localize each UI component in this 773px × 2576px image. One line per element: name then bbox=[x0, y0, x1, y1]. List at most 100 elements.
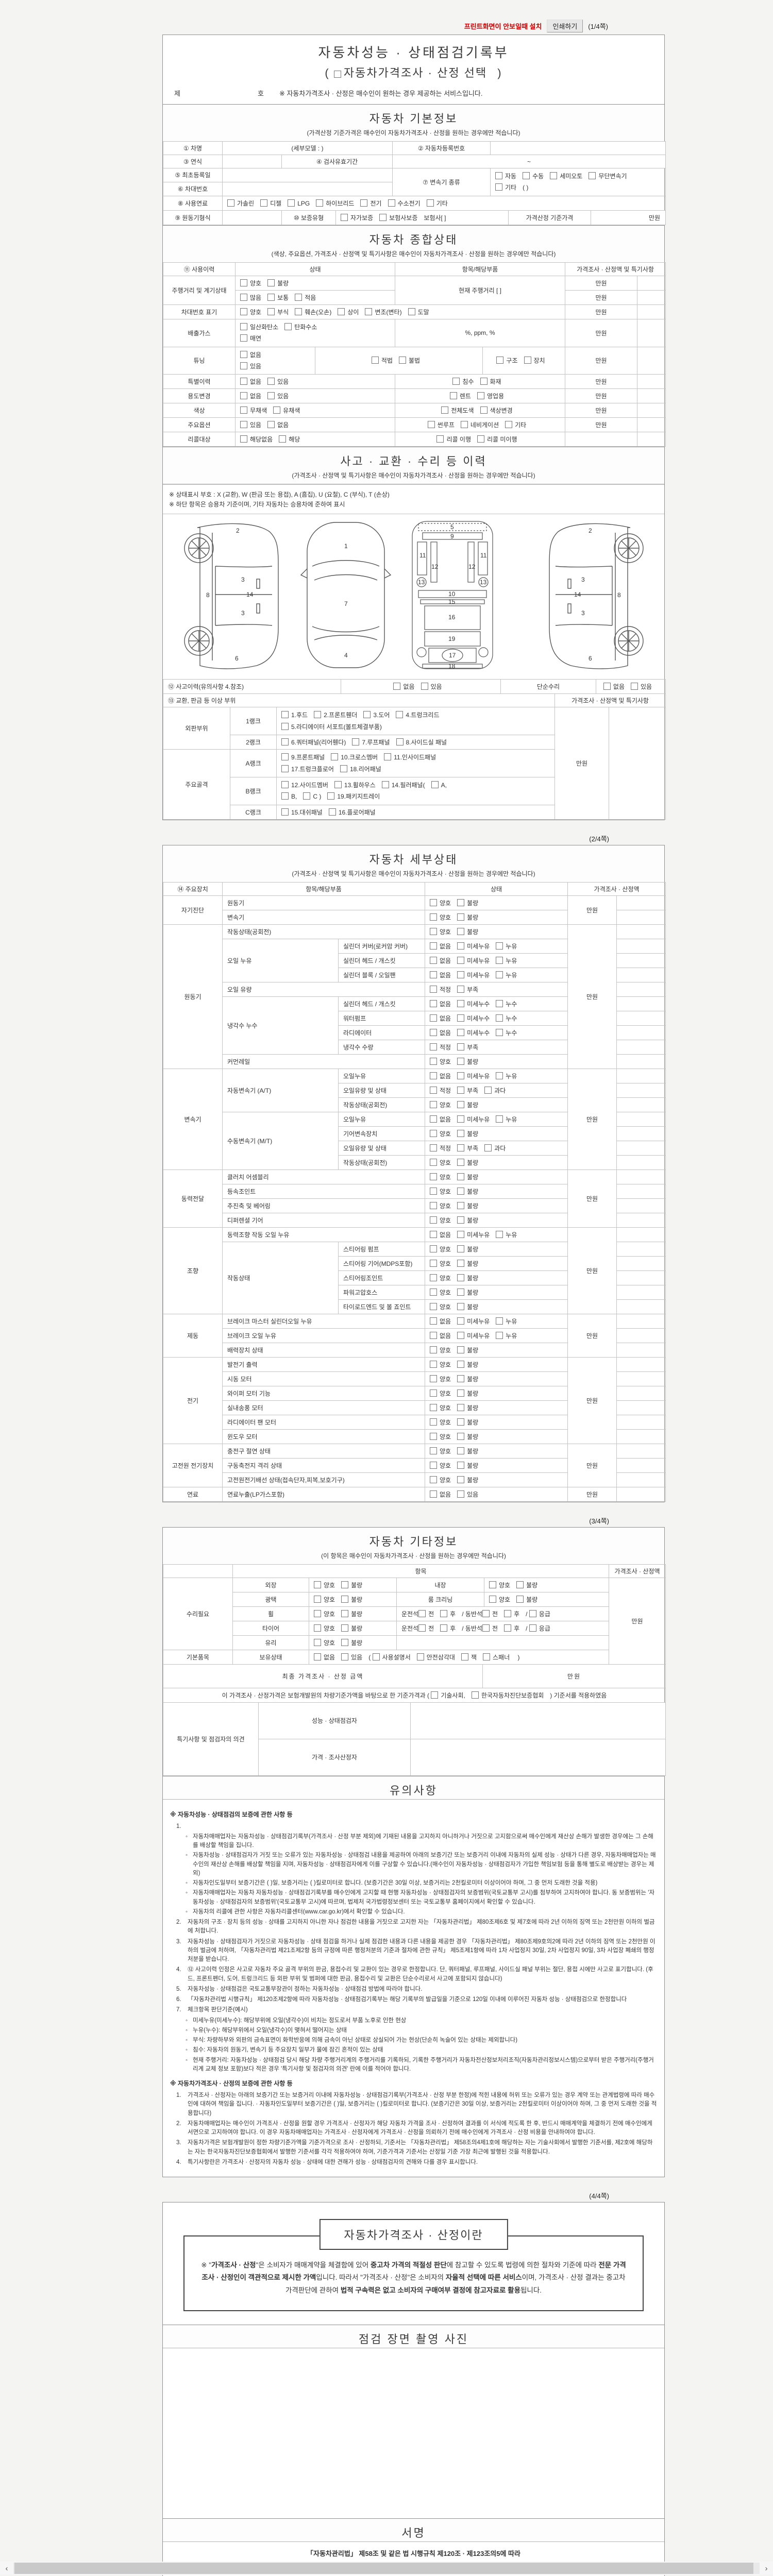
checkbox-icon[interactable] bbox=[273, 406, 281, 414]
checkbox-icon[interactable] bbox=[496, 999, 503, 1007]
checkbox-icon[interactable] bbox=[284, 323, 292, 330]
checkbox-option[interactable]: 누유 bbox=[496, 1317, 517, 1326]
checkbox-icon[interactable] bbox=[449, 392, 457, 400]
checkbox-icon[interactable] bbox=[430, 1274, 438, 1281]
checkbox-option[interactable]: 수동 bbox=[523, 171, 544, 181]
checkbox-icon[interactable] bbox=[461, 1653, 468, 1660]
checkbox-option[interactable]: 양호 bbox=[430, 1187, 451, 1196]
checkbox-option[interactable]: 불량 bbox=[457, 1288, 478, 1297]
checkbox-icon[interactable] bbox=[430, 1346, 438, 1353]
checkbox-icon[interactable] bbox=[457, 1259, 465, 1267]
checkbox-icon[interactable] bbox=[267, 308, 275, 315]
checkbox-option[interactable]: 불량 bbox=[457, 913, 478, 922]
checkbox-icon[interactable] bbox=[495, 172, 502, 179]
checkbox-option[interactable]: 양호 bbox=[430, 1432, 451, 1441]
checkbox-option[interactable]: 5.라디에이터 서포트(볼트체결부품) bbox=[281, 722, 382, 732]
checkbox-icon[interactable] bbox=[363, 711, 371, 719]
checkbox-option[interactable]: 후 bbox=[440, 1609, 456, 1618]
checkbox-option[interactable]: 불법 bbox=[399, 356, 420, 365]
checkbox-icon[interactable] bbox=[341, 1609, 349, 1617]
checkbox-icon[interactable] bbox=[430, 1375, 438, 1382]
checkbox-option[interactable]: 자동 bbox=[495, 171, 516, 181]
checkbox-icon[interactable] bbox=[341, 1581, 349, 1588]
checkbox-option[interactable]: 없음 bbox=[267, 420, 289, 429]
checkbox-icon[interactable] bbox=[240, 334, 247, 342]
checkbox-option[interactable]: 부식 bbox=[267, 308, 289, 316]
checkbox-icon[interactable] bbox=[328, 808, 336, 816]
checkbox-icon[interactable] bbox=[281, 753, 289, 761]
checkbox-option[interactable]: 양호 bbox=[240, 279, 261, 287]
checkbox-option[interactable]: 전 bbox=[482, 1624, 498, 1633]
checkbox-icon[interactable] bbox=[267, 293, 275, 301]
checkbox-option[interactable]: 해당없음 bbox=[240, 435, 273, 444]
checkbox-icon[interactable] bbox=[393, 683, 401, 690]
checkbox-icon[interactable] bbox=[379, 213, 387, 221]
checkbox-icon[interactable] bbox=[240, 362, 247, 369]
checkbox-icon[interactable] bbox=[352, 738, 360, 746]
checkbox-icon[interactable] bbox=[240, 378, 247, 385]
checkbox-option[interactable]: 불량 bbox=[267, 279, 289, 287]
checkbox-option[interactable]: 네비게이션 bbox=[460, 420, 499, 429]
checkbox-option[interactable]: 적정 bbox=[430, 1086, 451, 1095]
checkbox-icon[interactable] bbox=[504, 1609, 512, 1617]
checkbox-icon[interactable] bbox=[482, 1624, 490, 1632]
checkbox-option[interactable]: 미세누유 bbox=[457, 971, 490, 979]
checkbox-option[interactable]: 후 bbox=[440, 1624, 456, 1633]
checkbox-option[interactable]: 전 bbox=[418, 1609, 434, 1618]
checkbox-icon[interactable] bbox=[430, 1028, 438, 1036]
checkbox-option[interactable]: 장치 bbox=[524, 356, 545, 365]
checkbox-icon[interactable] bbox=[430, 927, 438, 935]
checkbox-icon[interactable] bbox=[430, 1129, 438, 1137]
checkbox-option[interactable]: 양호 bbox=[430, 1461, 451, 1470]
checkbox-option[interactable]: 불량 bbox=[516, 1581, 537, 1589]
checkbox-icon[interactable] bbox=[418, 1609, 426, 1617]
checkbox-icon[interactable] bbox=[457, 1375, 465, 1382]
scroll-right-arrow-icon[interactable]: › bbox=[765, 2564, 768, 2573]
checkbox-option[interactable]: 양호 bbox=[240, 308, 261, 316]
checkbox-icon[interactable] bbox=[480, 378, 488, 385]
checkbox-option[interactable]: 무채색 bbox=[240, 406, 267, 415]
input-cell[interactable]: 만원 bbox=[591, 210, 666, 225]
checkbox-icon[interactable] bbox=[516, 1595, 524, 1603]
checkbox-icon[interactable] bbox=[430, 1331, 438, 1339]
checkbox-option[interactable]: 양호 bbox=[430, 1346, 451, 1354]
checkbox-option[interactable]: 없음 bbox=[430, 1490, 451, 1499]
checkbox-option[interactable]: 썬루프 bbox=[427, 420, 455, 429]
input-cell[interactable] bbox=[222, 168, 393, 182]
checkbox-option[interactable]: 양호 bbox=[430, 1216, 451, 1225]
checkbox-icon[interactable] bbox=[457, 1274, 465, 1281]
checkbox-option[interactable]: 매연 bbox=[240, 333, 261, 344]
checkbox-option[interactable]: 없음 bbox=[603, 682, 625, 691]
checkbox-icon[interactable] bbox=[430, 913, 438, 921]
checkbox-icon[interactable] bbox=[457, 956, 465, 964]
checkbox-icon[interactable] bbox=[523, 172, 530, 179]
checkbox-option[interactable]: 부족 bbox=[457, 1086, 478, 1095]
checkbox-option[interactable]: 양호 bbox=[430, 927, 451, 936]
checkbox-option[interactable]: 미세누유 bbox=[457, 956, 490, 965]
checkbox-icon[interactable] bbox=[457, 1201, 465, 1209]
checkbox-option[interactable]: 과다 bbox=[484, 1086, 506, 1095]
checkbox-option[interactable]: 양호 bbox=[430, 1129, 451, 1138]
checkbox-option[interactable]: 불량 bbox=[457, 1274, 478, 1282]
checkbox-option[interactable]: 불량 bbox=[457, 1403, 478, 1412]
checkbox-icon[interactable] bbox=[457, 1028, 465, 1036]
checkbox-icon[interactable] bbox=[457, 1317, 465, 1325]
checkbox-option[interactable]: 없음 bbox=[430, 1331, 451, 1340]
checkbox-icon[interactable] bbox=[396, 711, 404, 719]
checkbox-icon[interactable] bbox=[427, 421, 435, 429]
checkbox-icon[interactable] bbox=[471, 1691, 479, 1699]
checkbox-option[interactable]: 적정 bbox=[430, 985, 451, 994]
checkbox-icon[interactable] bbox=[457, 1115, 465, 1123]
checkbox-icon[interactable] bbox=[333, 71, 341, 78]
checkbox-option[interactable]: 하이브리드 bbox=[316, 199, 354, 208]
checkbox-icon[interactable] bbox=[295, 293, 303, 301]
checkbox-option[interactable]: 있음 bbox=[267, 377, 289, 386]
checkbox-icon[interactable] bbox=[457, 1360, 465, 1368]
input-cell[interactable]: ~ bbox=[392, 155, 666, 168]
checkbox-option[interactable]: 미세누유 bbox=[457, 942, 490, 951]
checkbox-icon[interactable] bbox=[240, 308, 247, 315]
checkbox-option[interactable]: 누유 bbox=[496, 971, 517, 979]
checkbox-icon[interactable] bbox=[457, 1461, 465, 1469]
checkbox-option[interactable]: LPG bbox=[288, 199, 310, 207]
checkbox-option[interactable]: 누유 bbox=[496, 1331, 517, 1340]
